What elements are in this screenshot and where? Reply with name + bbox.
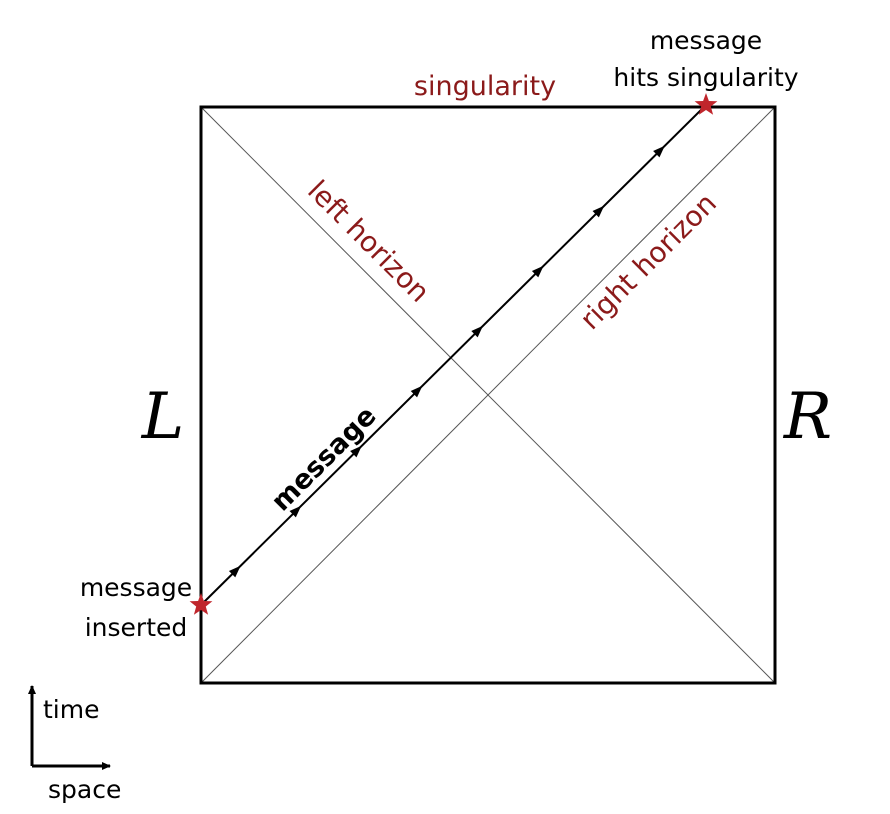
message-hits-label-line2: hits singularity	[613, 63, 798, 92]
region-left-label: L	[141, 380, 185, 454]
diagram-frame	[199, 105, 777, 685]
arrowhead-icon	[653, 145, 665, 158]
arrowhead-icon	[531, 265, 544, 278]
star-icon	[189, 593, 213, 615]
message-trajectory-line	[200, 104, 707, 606]
arrowhead-icon	[471, 325, 484, 338]
message-inserted-label-line1: message	[80, 573, 192, 602]
region-right-label: R	[783, 380, 832, 454]
message-label: message	[265, 400, 382, 517]
star-icon	[694, 93, 718, 115]
arrowhead-icon	[289, 505, 302, 518]
time-axis-label: time	[43, 695, 99, 724]
right-horizon-line	[200, 106, 776, 684]
message-direction-arrows	[228, 145, 665, 578]
message-inserted-label-line2: inserted	[85, 613, 188, 642]
singularity-label: singularity	[414, 71, 556, 102]
left-horizon-label: left horizon	[301, 174, 436, 309]
space-axis-label: space	[48, 775, 121, 804]
arrowhead-icon	[350, 445, 362, 458]
message-hits-label-line1: message	[650, 26, 762, 55]
arrowhead-icon	[410, 385, 423, 398]
arrowhead-icon	[228, 565, 241, 578]
right-horizon-label: right horizon	[574, 187, 724, 337]
arrowhead-icon	[592, 205, 605, 218]
